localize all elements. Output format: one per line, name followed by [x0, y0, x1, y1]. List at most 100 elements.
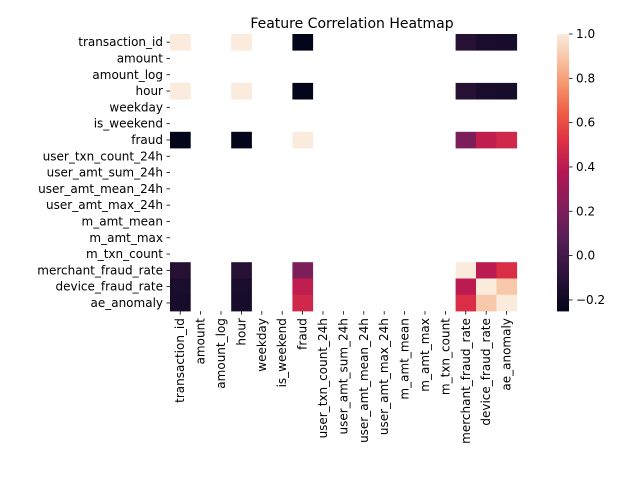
colorbar-segment: [557, 241, 569, 245]
colorbar-segment: [557, 184, 569, 187]
colorbar-segment: [557, 265, 569, 268]
heatmap-cell: [292, 34, 314, 51]
colorbar-segment: [557, 107, 569, 110]
colorbar-segment: [557, 132, 569, 136]
colorbar-segment: [557, 168, 569, 171]
colorbar-segment: [557, 273, 569, 276]
colorbar-tick-label: 0.6: [576, 116, 595, 130]
heatmap-cell: [455, 294, 477, 312]
heatmap-cell: [496, 294, 518, 312]
colorbar-segment: [557, 208, 569, 211]
colorbar-segment: [557, 77, 569, 80]
colorbar-segment: [557, 113, 569, 116]
colorbar-segment: [557, 123, 569, 126]
heatmap-cell: [455, 131, 477, 149]
colorbar-segment: [557, 287, 569, 290]
x-tick-label: user_txn_count_24h: [316, 318, 330, 438]
x-tick-label: weekday: [255, 318, 269, 372]
y-tick-label: fraud: [131, 133, 163, 147]
colorbar-segment: [557, 192, 569, 195]
x-tick-label: user_amt_mean_24h: [357, 318, 371, 443]
colorbar-segment: [557, 214, 569, 217]
colorbar-segment: [557, 293, 569, 296]
colorbar-segment: [557, 89, 569, 92]
colorbar-segment: [557, 65, 569, 69]
colorbar-segment: [557, 105, 569, 108]
y-tick-label: m_txn_count: [86, 247, 163, 261]
colorbar-segment: [557, 140, 569, 144]
heatmap-cells: [170, 34, 518, 312]
colorbar-segment: [557, 247, 569, 251]
colorbar-segment: [557, 160, 569, 164]
colorbar-segment: [557, 119, 569, 122]
colorbar-segment: [557, 291, 569, 294]
colorbar-segment: [557, 128, 569, 132]
heatmap-cell: [292, 278, 314, 296]
colorbar-segment: [557, 253, 569, 256]
heatmap-cell: [455, 278, 477, 296]
colorbar-segment: [557, 237, 569, 241]
y-tick-label: ae_anomaly: [90, 296, 163, 310]
heatmap-cell: [170, 278, 191, 296]
colorbar-segment: [557, 259, 569, 262]
colorbar-segment: [557, 156, 569, 160]
y-tick-label: is_weekend: [94, 117, 163, 131]
colorbar-segment: [557, 34, 569, 37]
colorbar-tick-label: 1.0: [576, 27, 595, 41]
colorbar-segment: [557, 279, 569, 282]
x-tick-labels: transaction_id amount amount_log hour weekda…: [173, 311, 514, 444]
x-tick-label: is_weekend: [275, 318, 289, 387]
colorbar-segment: [557, 216, 569, 219]
colorbar-segment: [557, 245, 569, 249]
colorbar-segment: [557, 47, 569, 51]
colorbar-segment: [557, 41, 569, 45]
colorbar-segment: [557, 152, 569, 156]
colorbar-segment: [557, 289, 569, 292]
colorbar-segment: [557, 39, 569, 43]
colorbar-segment: [557, 97, 569, 100]
colorbar-segment: [557, 79, 569, 82]
colorbar-segment: [557, 45, 569, 49]
colorbar-segment: [557, 134, 569, 138]
colorbar-segment: [557, 190, 569, 193]
colorbar-segment: [557, 164, 569, 167]
colorbar-segment: [557, 49, 569, 53]
colorbar-segment: [557, 301, 569, 304]
x-tick-label: amount_log: [214, 318, 228, 389]
heatmap-cell: [231, 278, 252, 296]
colorbar-segment: [557, 87, 569, 90]
colorbar-segment: [557, 95, 569, 98]
colorbar-segment: [557, 142, 569, 146]
colorbar-segment: [557, 176, 569, 179]
heatmap-cell: [476, 82, 497, 100]
colorbar-segment: [557, 186, 569, 189]
colorbar-segment: [557, 75, 569, 78]
y-tick-label: m_amt_max: [89, 231, 163, 245]
colorbar-segment: [557, 59, 569, 63]
colorbar-segment: [557, 35, 569, 39]
colorbar-segment: [557, 188, 569, 191]
colorbar-segment: [557, 178, 569, 181]
colorbar-segment: [557, 63, 569, 67]
heatmap-cell: [292, 82, 314, 100]
colorbar-segment: [557, 154, 569, 158]
colorbar-segment: [557, 101, 569, 104]
colorbar-segment: [557, 146, 569, 150]
colorbar-segment: [557, 91, 569, 94]
x-tick-label: merchant_fraud_rate: [459, 318, 473, 444]
colorbar-segment: [557, 212, 569, 215]
colorbar-segment: [557, 271, 569, 274]
colorbar-segment: [557, 194, 569, 197]
colorbar-segment: [557, 309, 569, 312]
colorbar-segment: [557, 144, 569, 148]
x-tick-label: fraud: [296, 318, 310, 350]
x-tick-label: ae_anomaly: [500, 318, 514, 391]
heatmap-cell: [496, 262, 518, 279]
y-tick-label: amount_log: [92, 68, 163, 82]
heatmap-cell: [231, 82, 252, 100]
y-tick-label: transaction_id: [78, 35, 163, 49]
colorbar-segment: [557, 227, 569, 231]
colorbar-segment: [557, 210, 569, 213]
colorbar-segment: [557, 182, 569, 185]
heatmap-cell: [476, 131, 497, 149]
